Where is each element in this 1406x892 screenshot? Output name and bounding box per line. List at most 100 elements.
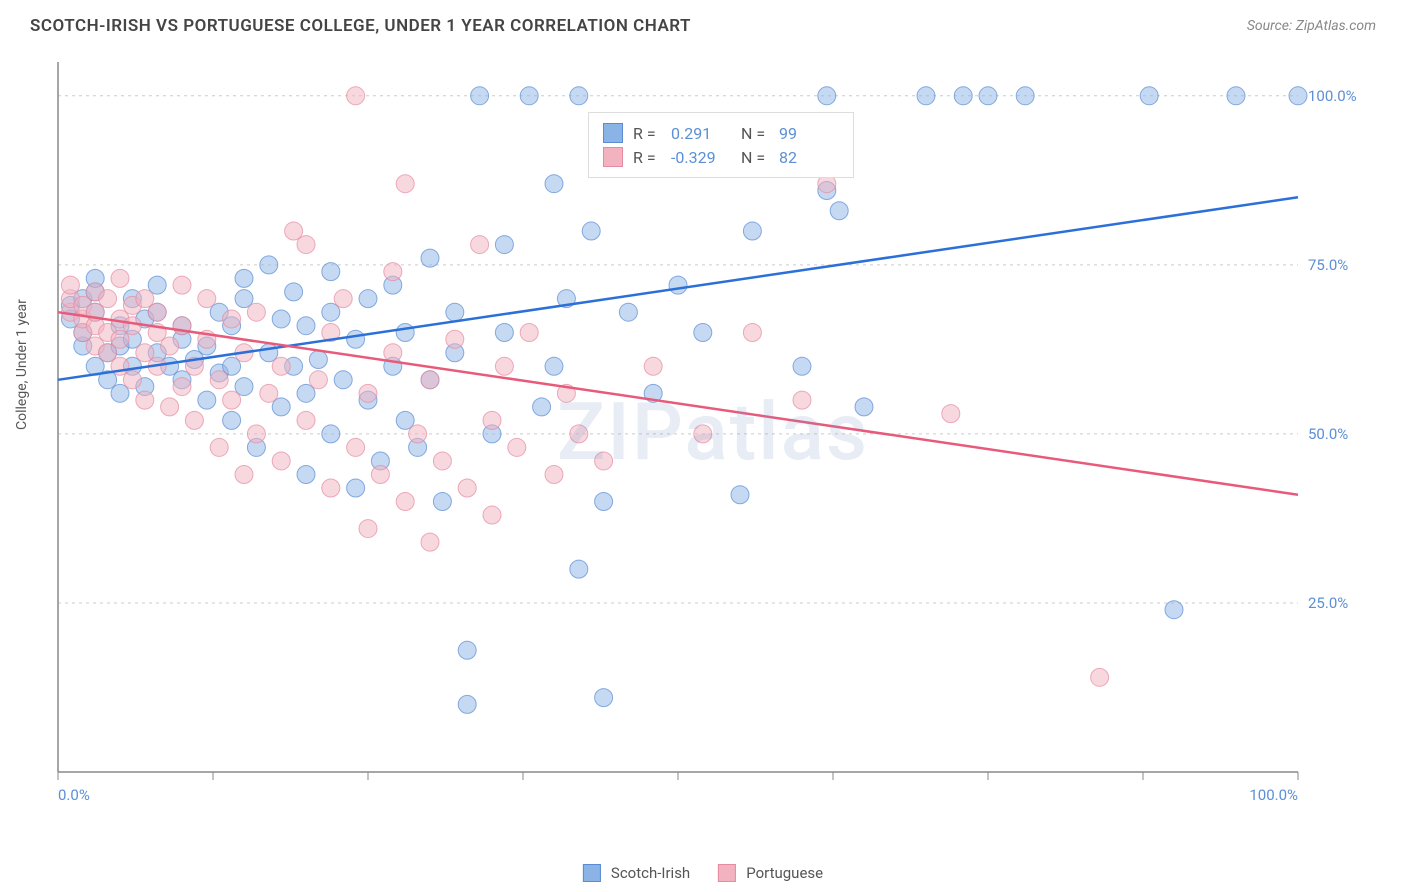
svg-text:75.0%: 75.0% bbox=[1308, 256, 1348, 274]
scatter-point bbox=[458, 695, 476, 713]
svg-text:0.0%: 0.0% bbox=[58, 786, 90, 804]
scatter-point bbox=[471, 236, 489, 254]
scatter-point bbox=[359, 520, 377, 538]
scatter-point bbox=[570, 87, 588, 105]
scatter-point bbox=[260, 256, 278, 274]
scatter-point bbox=[99, 290, 117, 308]
scatter-point bbox=[743, 323, 761, 341]
bottom-legend-portuguese: Portuguese bbox=[718, 862, 823, 884]
legend-n-value-0: 99 bbox=[779, 124, 839, 143]
scatter-point bbox=[694, 425, 712, 443]
scatter-point bbox=[471, 87, 489, 105]
scatter-point bbox=[309, 371, 327, 389]
scatter-point bbox=[1289, 87, 1307, 105]
stats-legend: R = 0.291 N = 99 R = -0.329 N = 82 bbox=[588, 112, 854, 178]
scatter-point bbox=[446, 330, 464, 348]
scatter-point bbox=[669, 276, 687, 294]
scatter-point bbox=[954, 87, 972, 105]
legend-r-label: R = bbox=[633, 148, 661, 167]
scatter-point bbox=[161, 337, 179, 355]
scatter-point bbox=[917, 87, 935, 105]
legend-n-value-1: 82 bbox=[779, 148, 839, 167]
scatter-point bbox=[855, 398, 873, 416]
trend-line bbox=[58, 197, 1298, 380]
scatter-point bbox=[297, 236, 315, 254]
scatter-point bbox=[198, 391, 216, 409]
scatter-point bbox=[347, 330, 365, 348]
scatter-chart: 25.0%50.0%75.0%100.0%0.0%100.0% ZIPatlas… bbox=[48, 52, 1378, 812]
scatter-point bbox=[495, 323, 513, 341]
scatter-point bbox=[409, 425, 427, 443]
scatter-point bbox=[161, 398, 179, 416]
scatter-point bbox=[359, 290, 377, 308]
svg-text:100.0%: 100.0% bbox=[1308, 87, 1357, 105]
scatter-point bbox=[619, 303, 637, 321]
scatter-point bbox=[644, 357, 662, 375]
legend-row-portuguese: R = -0.329 N = 82 bbox=[603, 145, 839, 169]
scatter-point bbox=[123, 317, 141, 335]
scatter-point bbox=[384, 344, 402, 362]
scatter-point bbox=[198, 290, 216, 308]
scatter-point bbox=[297, 411, 315, 429]
scatter-point bbox=[1165, 601, 1183, 619]
scatter-point bbox=[111, 269, 129, 287]
scatter-point bbox=[384, 263, 402, 281]
scatter-point bbox=[1016, 87, 1034, 105]
scatter-point bbox=[334, 290, 352, 308]
scatter-point bbox=[322, 425, 340, 443]
swatch-portuguese bbox=[603, 147, 623, 167]
scatter-point bbox=[272, 452, 290, 470]
swatch-scotch-irish bbox=[583, 864, 601, 882]
scatter-point bbox=[272, 310, 290, 328]
scatter-point bbox=[347, 87, 365, 105]
svg-text:100.0%: 100.0% bbox=[1249, 786, 1298, 804]
scatter-point bbox=[396, 323, 414, 341]
chart-title: SCOTCH-IRISH VS PORTUGUESE COLLEGE, UNDE… bbox=[30, 16, 691, 36]
scatter-point bbox=[520, 87, 538, 105]
scatter-point bbox=[1140, 87, 1158, 105]
legend-row-scotch-irish: R = 0.291 N = 99 bbox=[603, 121, 839, 145]
scatter-point bbox=[545, 357, 563, 375]
scatter-point bbox=[545, 465, 563, 483]
scatter-point bbox=[1091, 668, 1109, 686]
scatter-point bbox=[793, 357, 811, 375]
scatter-point bbox=[185, 411, 203, 429]
scatter-point bbox=[830, 202, 848, 220]
scatter-point bbox=[446, 303, 464, 321]
scatter-point bbox=[421, 371, 439, 389]
scatter-point bbox=[260, 384, 278, 402]
scatter-point bbox=[247, 425, 265, 443]
scatter-point bbox=[347, 479, 365, 497]
scatter-point bbox=[595, 452, 613, 470]
scatter-point bbox=[148, 303, 166, 321]
scatter-point bbox=[223, 411, 241, 429]
scatter-point bbox=[793, 391, 811, 409]
scatter-point bbox=[396, 175, 414, 193]
legend-r-label: R = bbox=[633, 124, 661, 143]
scatter-point bbox=[61, 276, 79, 294]
bottom-legend-scotch-irish: Scotch-Irish bbox=[583, 862, 690, 884]
scatter-point bbox=[458, 641, 476, 659]
swatch-scotch-irish bbox=[603, 123, 623, 143]
scatter-point bbox=[359, 384, 377, 402]
series-name-1: Portuguese bbox=[746, 864, 823, 882]
source-attribution: Source: ZipAtlas.com bbox=[1247, 18, 1376, 34]
scatter-point bbox=[210, 371, 228, 389]
legend-r-value-0: 0.291 bbox=[671, 124, 731, 143]
scatter-point bbox=[223, 391, 241, 409]
scatter-point bbox=[285, 283, 303, 301]
scatter-point bbox=[520, 323, 538, 341]
scatter-point bbox=[979, 87, 997, 105]
scatter-point bbox=[173, 378, 191, 396]
scatter-point bbox=[495, 236, 513, 254]
scatter-point bbox=[322, 479, 340, 497]
scatter-point bbox=[371, 465, 389, 483]
scatter-point bbox=[235, 269, 253, 287]
legend-n-label: N = bbox=[741, 124, 769, 143]
scatter-point bbox=[421, 533, 439, 551]
scatter-point bbox=[483, 506, 501, 524]
scatter-point bbox=[334, 371, 352, 389]
scatter-point bbox=[235, 465, 253, 483]
scatter-point bbox=[1227, 87, 1245, 105]
legend-n-label: N = bbox=[741, 148, 769, 167]
